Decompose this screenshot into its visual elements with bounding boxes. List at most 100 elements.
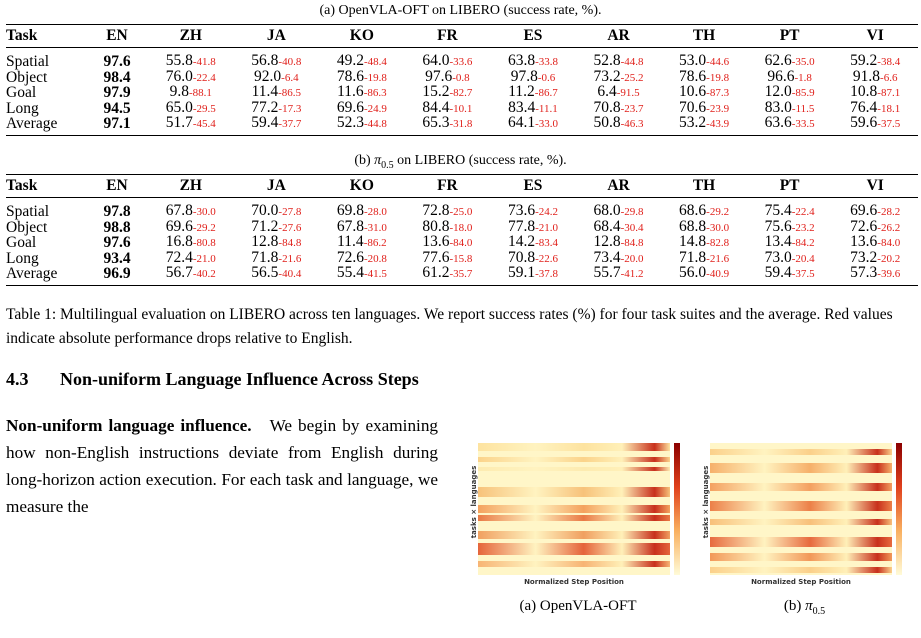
score: 14.2 [507,233,536,250]
drop: -40.2 [192,268,216,280]
score-cell: 12.0-85.9 [747,84,833,101]
score: 92.0 [254,67,282,85]
score-cell: 55.4-41.5 [319,265,405,286]
drop: -33.0 [535,118,558,130]
score: 56.7 [165,264,193,281]
score: 73.4 [593,248,621,266]
score: 16.8 [165,233,193,250]
score-cell: 10.6-87.3 [661,84,747,101]
score-cell: 51.7-45.4 [148,115,234,136]
drop: -88.1 [189,87,212,99]
score: 73.0 [764,248,792,266]
score: 12.8 [593,233,621,250]
section-heading: 4.3 Non-uniform Language Influence Acros… [6,368,446,390]
score: 91.8 [852,67,881,85]
drop: -86.7 [534,87,558,99]
score-cell: 76.0-22.4 [148,68,234,86]
drop: -33.6 [449,56,473,68]
score-cell: 68.4-30.4 [576,218,662,236]
table-caption: (b) π0.5 on LIBERO (success rate, %). [0,153,921,171]
drop: -22.4 [192,71,216,84]
en-cell: 93.4 [103,249,131,267]
score: 68.6 [679,202,707,219]
score-cell: 68.0-29.8 [576,198,662,220]
drop: -29.2 [192,221,216,234]
drop: -86.5 [278,87,302,99]
score-cell: 49.2-48.4 [319,48,405,70]
score-cell: 68.6-29.2 [661,198,747,220]
heat-band [478,531,670,539]
figure-caption: (b) π0.5 [692,598,917,617]
score-cell: 84.4-10.1 [405,99,491,117]
table-row: Long 94.5 65.0-29.5 77.2-17.3 69.6-24.9 84.4-… [6,98,918,117]
header-cell: FR [404,174,491,198]
score: 12.8 [251,233,279,250]
score: 13.6 [422,233,450,250]
score: 67.8 [165,202,193,219]
drop: -17.3 [278,102,302,115]
score: 76.4 [850,98,878,116]
heat-band [710,463,892,473]
score: 75.4 [764,202,792,219]
score-cell: 73.0-20.4 [747,248,833,267]
drop: -20.0 [620,252,644,265]
header-cell: Task [6,174,86,198]
drop: -46.3 [620,118,644,130]
score-cell: 71.8-21.6 [661,248,747,267]
score-cell: 11.4-86.5 [234,83,320,101]
drop: -30.0 [192,206,216,218]
drop: -31.8 [449,118,473,130]
score: 56.0 [679,264,707,281]
header-cell: AR [575,24,662,48]
score: 97.6 [425,67,453,85]
drop: -83.4 [535,237,558,249]
heat-band [478,505,670,513]
drop: -25.2 [620,71,644,84]
score-cell: 77.8-21.0 [490,218,576,236]
score: 71.8 [679,248,707,266]
score: 71.2 [251,217,279,235]
score: 50.8 [593,114,621,131]
drop: -84.8 [620,237,644,249]
drop: -0.6 [537,71,556,84]
score-cell: 52.8-44.8 [576,48,662,70]
table-row: Object 98.4 76.0-22.4 92.0-6.4 78.6-19.8 97.6… [6,67,918,86]
en-cell: 94.5 [103,99,131,117]
drop: -48.4 [363,56,387,68]
drop: -11.1 [535,102,558,115]
score-cell: 13.4-84.2 [747,234,833,251]
score-cell: 9.8-88.1 [148,84,234,101]
drop: -24.9 [363,102,387,115]
drop: -40.8 [278,56,302,68]
en-cell: 98.4 [103,68,131,86]
score-cell: 65.3-31.8 [404,115,491,136]
drop: -44.8 [363,118,387,130]
drop: -25.0 [449,206,473,218]
score: 11.2 [508,83,535,100]
drop: -19.8 [363,71,387,84]
score: 61.2 [422,264,450,281]
y-axis-label: tasks × languages [702,465,710,539]
score: 73.2 [593,67,621,85]
drop: -86.2 [363,237,387,249]
score: 83.4 [508,98,536,116]
drop: -19.8 [706,71,730,84]
caption-symbol: π [805,598,813,614]
score-cell: 11.4-86.2 [319,234,405,251]
score: 11.4 [251,83,279,100]
score: 11.6 [337,83,364,100]
drop: -29.8 [620,206,644,218]
score: 69.6 [336,98,364,116]
score: 59.1 [507,264,536,281]
task-cell: Object [6,68,48,86]
score-cell: 52.3-44.8 [319,115,405,136]
header-cell: TH [661,24,747,48]
table-row: Spatial 97.6 55.8-41.8 56.8-40.8 49.2-48.4 64… [6,48,918,70]
header-cell: TH [661,174,747,198]
score-cell: 73.4-20.0 [576,248,662,267]
drop: -27.8 [278,206,302,218]
score-cell: 11.6-86.3 [319,83,405,101]
paragraph-lead: Non-uniform language influence. [6,416,252,435]
caption-text: on LIBERO (success rate, %). [397,153,567,168]
drop: -39.6 [877,268,901,280]
